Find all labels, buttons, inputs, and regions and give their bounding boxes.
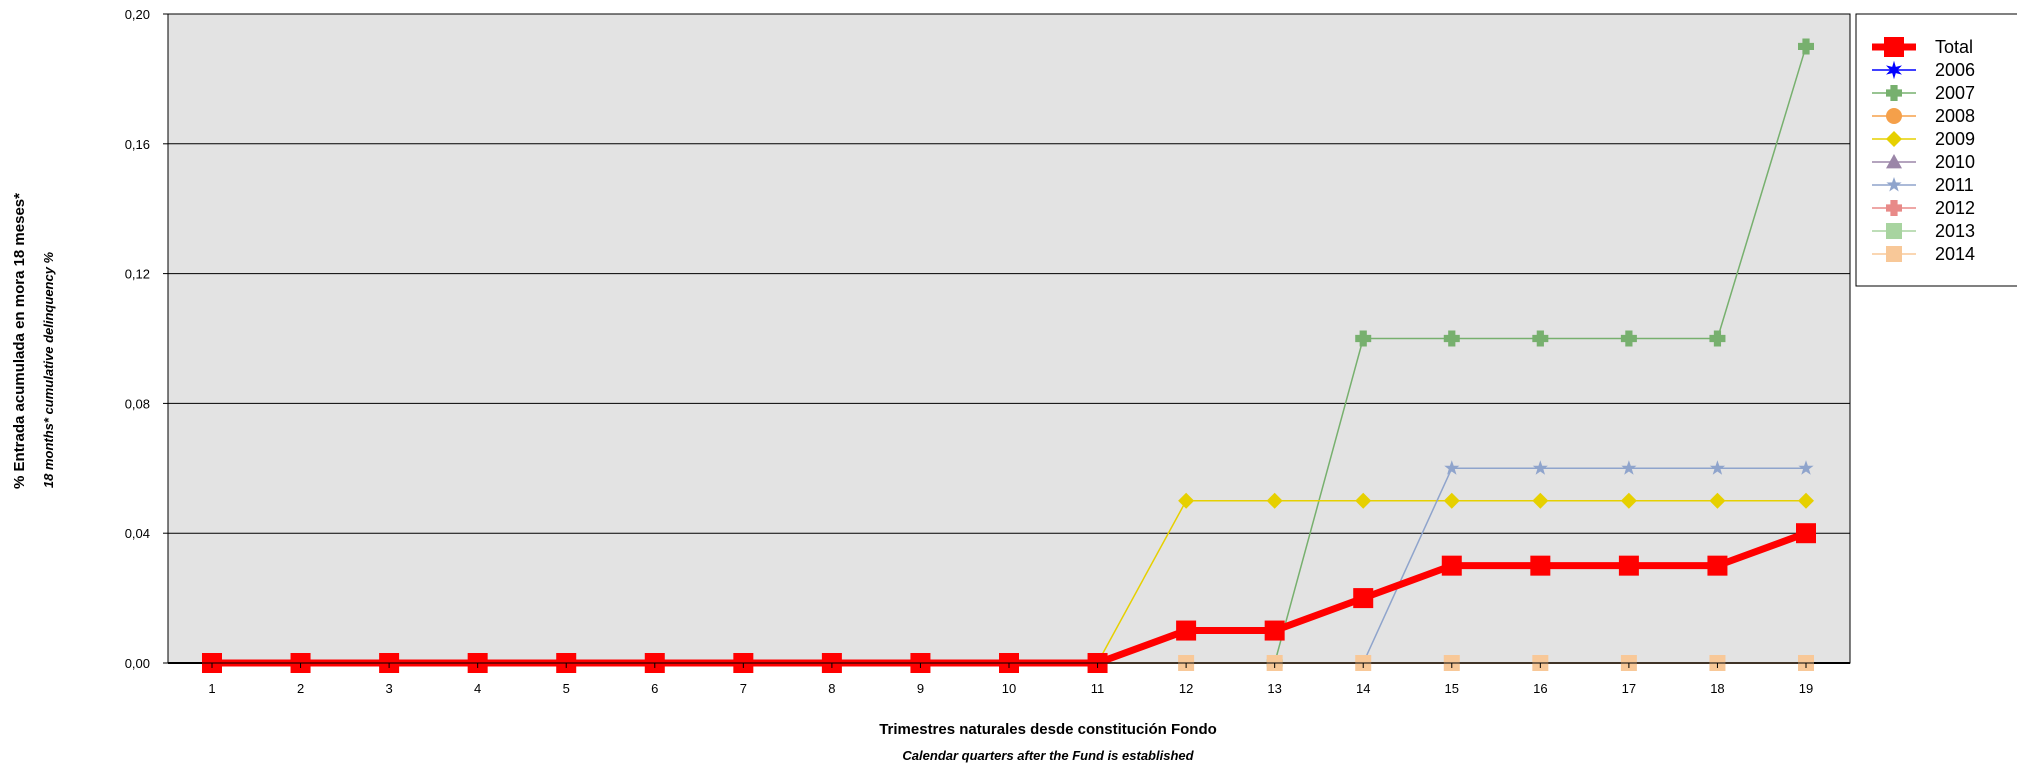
data-point-2011 [1621,460,1637,475]
x-tick-label: 1 [208,681,215,696]
y-axis-title: % Entrada acumulada en mora 18 meses* [11,193,28,489]
legend-item-2007: 2007 [1872,83,1975,103]
data-point-2009 [1798,492,1814,509]
data-point-total [1441,555,1462,576]
data-point-2011 [1798,460,1814,475]
data-point-2007 [1532,330,1549,347]
legend-item-2014: 2014 [1872,244,1975,264]
x-tick-label: 17 [1622,681,1636,696]
legend-marker-2007 [1886,85,1902,101]
legend-items: Total 2006 2007 2008 2009 2010 2011 2012 2013 201… [1872,37,1975,264]
legend-label: 2014 [1935,244,1975,264]
y-tick-label: 0,20 [125,7,150,22]
legend-marker-2011 [1886,177,1902,192]
legend-marker-2014 [1886,246,1902,262]
data-point-2009 [1443,492,1460,509]
x-tick-label: 11 [1091,681,1105,696]
data-point-2007 [1709,330,1726,347]
data-point-2011 [1532,460,1548,475]
legend-label: 2006 [1935,60,1975,80]
x-tick-label: 14 [1356,681,1370,696]
legend-label: 2007 [1935,83,1975,103]
x-tick-label: 2 [297,681,304,696]
legend-marker-total [1884,37,1904,57]
data-point-2009 [1709,492,1726,509]
legend-marker-2010 [1886,154,1902,169]
legend-label: 2008 [1935,106,1975,126]
legend-label: 2013 [1935,221,1975,241]
legend-label: 2012 [1935,198,1975,218]
x-tick-label: 16 [1533,681,1547,696]
x-tick-label: 18 [1710,681,1724,696]
legend-label: Total [1935,37,1973,57]
legend: Total 2006 2007 2008 2009 2010 2011 2012 2013 201… [1855,13,2017,287]
data-point-total [1264,620,1285,641]
y-tick-label: 0,08 [125,396,150,411]
x-tick-label: 13 [1267,681,1281,696]
legend-label: 2011 [1935,175,1974,195]
x-tick-label: 10 [1002,681,1016,696]
legend-marker-2012 [1886,200,1902,216]
x-tick-label: 4 [474,681,481,696]
legend-item-total: Total [1872,37,1973,57]
data-point-2007 [1355,330,1372,347]
legend-marker-2013 [1886,223,1902,239]
x-tick-label: 7 [740,681,747,696]
data-point-2009 [1355,492,1372,509]
y-tick-label: 0,12 [125,267,150,282]
data-point-total [1707,555,1728,576]
legend-marker-2006 [1886,60,1902,80]
legend-marker-2009 [1886,131,1902,147]
legend-item-2009: 2009 [1872,129,1975,149]
data-point-total [1530,555,1551,576]
x-tick-label: 6 [651,681,658,696]
y-tick-label: 0,16 [125,137,150,152]
legend-item-2006: 2006 [1872,60,1975,80]
series-line-2011 [1362,467,1806,664]
x-tick-label: 8 [828,681,835,696]
x-tick-label: 12 [1179,681,1193,696]
data-point-2007 [1798,38,1814,55]
x-tick-label: 9 [917,681,924,696]
data-point-2007 [1443,330,1460,347]
data-point-2009 [1266,492,1283,509]
x-tick-label: 19 [1799,681,1813,696]
legend-label: 2010 [1935,152,1975,172]
y-axis-subtitle: 18 months* cumulative delinquency % [41,251,56,488]
data-point-2011 [1709,460,1726,475]
y-tick-label: 0,04 [125,526,150,541]
legend-label: 2009 [1935,129,1975,149]
legend-item-2008: 2008 [1872,106,1975,126]
legend-item-2013: 2013 [1872,221,1975,241]
data-point-2007 [1620,330,1637,347]
legend-box [1855,13,2017,287]
legend-item-2011: 2011 [1872,175,1974,195]
y-tick-label: 0,00 [125,656,150,671]
y-axis-ticks: 0,00 0,04 0,08 0,12 0,16 0,20 [125,7,168,671]
data-point-total [1796,523,1816,544]
x-axis-title: Trimestres naturales desde constitución … [879,721,1217,738]
legend-marker-2008 [1886,108,1902,124]
data-point-2009 [1620,492,1637,509]
data-point-2009 [1178,492,1195,509]
legend-item-2010: 2010 [1872,152,1975,172]
x-tick-label: 15 [1445,681,1459,696]
x-axis-subtitle: Calendar quarters after the Fund is esta… [902,748,1194,763]
legend-item-2012: 2012 [1872,198,1975,218]
data-point-2009 [1532,492,1549,509]
data-point-total [1353,588,1374,609]
plot-area-group [167,13,1851,673]
x-axis-ticks: 1 2 3 4 5 6 7 8 9 10 11 12 13 14 15 16 17 18 19 [208,663,1813,696]
x-tick-label: 3 [385,681,392,696]
x-tick-label: 5 [563,681,570,696]
data-point-total [1176,620,1197,641]
data-point-total [1618,555,1639,576]
data-point-2011 [1444,460,1460,475]
